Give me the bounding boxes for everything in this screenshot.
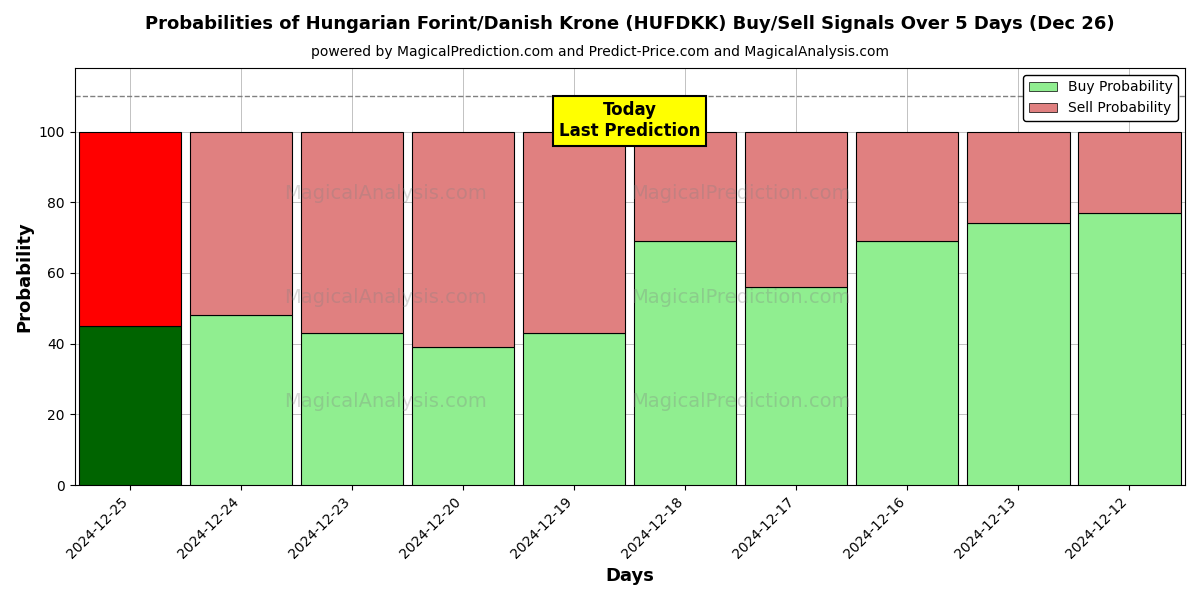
- Bar: [301, 333, 403, 485]
- Bar: [857, 241, 959, 485]
- Bar: [79, 131, 181, 326]
- Text: Today
Last Prediction: Today Last Prediction: [559, 101, 701, 140]
- Y-axis label: Probability: Probability: [16, 221, 34, 332]
- Bar: [635, 241, 737, 485]
- Title: Probabilities of Hungarian Forint/Danish Krone (HUFDKK) Buy/Sell Signals Over 5 : Probabilities of Hungarian Forint/Danish…: [145, 15, 1115, 33]
- Text: MagicalAnalysis.com: MagicalAnalysis.com: [284, 392, 487, 411]
- Text: MagicalAnalysis.com: MagicalAnalysis.com: [284, 184, 487, 203]
- Bar: [1079, 131, 1181, 213]
- Bar: [190, 131, 293, 316]
- Bar: [745, 287, 847, 485]
- Bar: [190, 316, 293, 485]
- Text: MagicalAnalysis.com: MagicalAnalysis.com: [284, 288, 487, 307]
- Text: MagicalPrediction.com: MagicalPrediction.com: [631, 392, 851, 411]
- X-axis label: Days: Days: [605, 567, 654, 585]
- Bar: [523, 131, 625, 333]
- Text: MagicalPrediction.com: MagicalPrediction.com: [631, 184, 851, 203]
- Bar: [967, 131, 1069, 223]
- Bar: [301, 131, 403, 333]
- Text: powered by MagicalPrediction.com and Predict-Price.com and MagicalAnalysis.com: powered by MagicalPrediction.com and Pre…: [311, 45, 889, 59]
- Bar: [745, 131, 847, 287]
- Bar: [635, 131, 737, 241]
- Bar: [1079, 213, 1181, 485]
- Bar: [523, 333, 625, 485]
- Bar: [857, 131, 959, 241]
- Bar: [412, 347, 515, 485]
- Text: MagicalPrediction.com: MagicalPrediction.com: [631, 288, 851, 307]
- Bar: [79, 326, 181, 485]
- Bar: [412, 131, 515, 347]
- Bar: [967, 223, 1069, 485]
- Legend: Buy Probability, Sell Probability: Buy Probability, Sell Probability: [1024, 75, 1178, 121]
